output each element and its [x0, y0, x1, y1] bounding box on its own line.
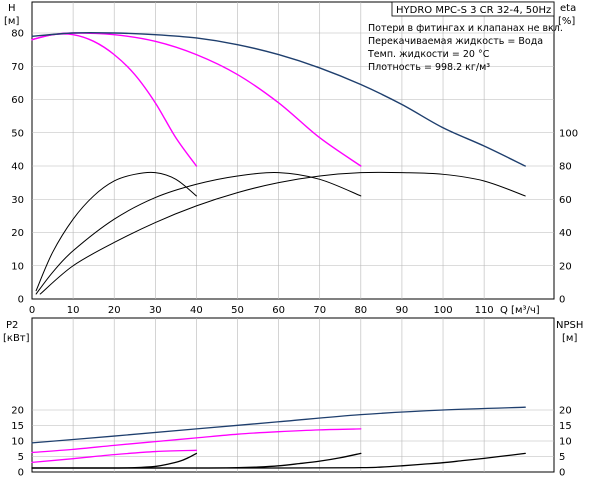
x-tick-label: 20: [108, 305, 121, 316]
tick-labels: 0 10 20 30 40 50 60 70 80 90 100 110010203040506070…: [11, 29, 578, 479]
bottom-y-tick-label: 15: [11, 421, 24, 432]
bottom-y2-tick-label: 10: [559, 437, 572, 448]
bottom-y2-tick-label: 15: [559, 421, 572, 432]
top-y-tick-label: 10: [11, 261, 24, 272]
bottom-y2-label-npsh-unit: [м]: [562, 333, 577, 344]
head-curve-3: [31, 31, 526, 167]
title-box: [391, 1, 555, 17]
x-tick-label: 30: [149, 305, 162, 316]
top-curves: [31, 31, 526, 295]
top-y-tick-label: 60: [11, 95, 24, 106]
top-grid: [32, 2, 554, 299]
x-tick-label: 80: [354, 305, 367, 316]
top-plot-frame: [31, 1, 555, 300]
bottom-plot-frame: [31, 317, 555, 473]
x-tick-label: 40: [190, 305, 203, 316]
top-y2-tick-label: 20: [559, 261, 572, 272]
top-y2-tick-label: 60: [559, 195, 572, 206]
top-y2-label-eta: eta: [560, 3, 576, 14]
eta-curve-4: [35, 171, 197, 292]
power-curve-1: [31, 449, 198, 464]
top-y-tick-label: 50: [11, 128, 24, 139]
top-y2-tick-label: 40: [559, 228, 572, 239]
bottom-y2-tick-label: 5: [559, 452, 565, 463]
bottom-y2-label-npsh: NPSH: [556, 320, 583, 331]
bottom-grid: [32, 318, 554, 472]
bottom-y-label-p2-unit: [кВт]: [3, 333, 30, 344]
top-y2-label-eta-unit: [%]: [558, 16, 575, 27]
bottom-y-tick-label: 20: [11, 406, 24, 417]
top-y-tick-label: 40: [11, 162, 24, 173]
bottom-y-tick-label: 0: [18, 468, 24, 479]
top-y2-tick-label: 80: [559, 162, 572, 173]
x-tick-label: 100: [433, 305, 452, 316]
info-line-4: Плотность = 998.2 кг/м³: [368, 62, 490, 73]
x-tick-label: 50: [231, 305, 244, 316]
info-line-1: Потери в фитингах и клапанах не вкл.: [368, 23, 563, 34]
x-tick-label: 90: [396, 305, 409, 316]
power-curve-2: [31, 428, 362, 454]
top-y-tick-label: 0: [18, 295, 24, 306]
bottom-y2-tick-label: 20: [559, 406, 572, 417]
bottom-y-tick-label: 5: [18, 452, 24, 463]
eta-curve-5: [35, 172, 362, 295]
x-axis-label: Q [м³/ч]: [500, 305, 540, 316]
x-tick-label: 0: [29, 305, 35, 316]
npsh-curve-6: [31, 452, 526, 469]
top-y2-tick-label: 100: [559, 128, 578, 139]
bottom-y-tick-label: 10: [11, 437, 24, 448]
top-y-tick-label: 20: [11, 228, 24, 239]
x-tick-label: 10: [67, 305, 80, 316]
top-y-tick-label: 70: [11, 62, 24, 73]
bottom-curves: [31, 406, 526, 469]
x-tick-label: 70: [313, 305, 326, 316]
top-y-tick-label: 30: [11, 195, 24, 206]
bottom-y2-tick-label: 0: [559, 468, 565, 479]
x-tick-label: 60: [272, 305, 285, 316]
info-line-3: Темп. жидкости = 20 °C: [367, 49, 490, 60]
info-line-2: Перекачиваемая жидкость = Вода: [368, 36, 543, 47]
top-y2-tick-label: 0: [559, 295, 565, 306]
eta-curve-6: [39, 171, 526, 295]
bottom-y-label-p2: P2: [6, 320, 18, 331]
chart-title: HYDRO MPC-S 3 CR 32-4, 50Hz: [396, 5, 551, 16]
power-curve-3: [31, 406, 526, 444]
top-y-label-h: H: [8, 3, 16, 14]
top-y-label-h-unit: [м]: [4, 16, 19, 27]
top-y-tick-label: 80: [11, 29, 24, 40]
x-tick-label: 110: [475, 305, 494, 316]
